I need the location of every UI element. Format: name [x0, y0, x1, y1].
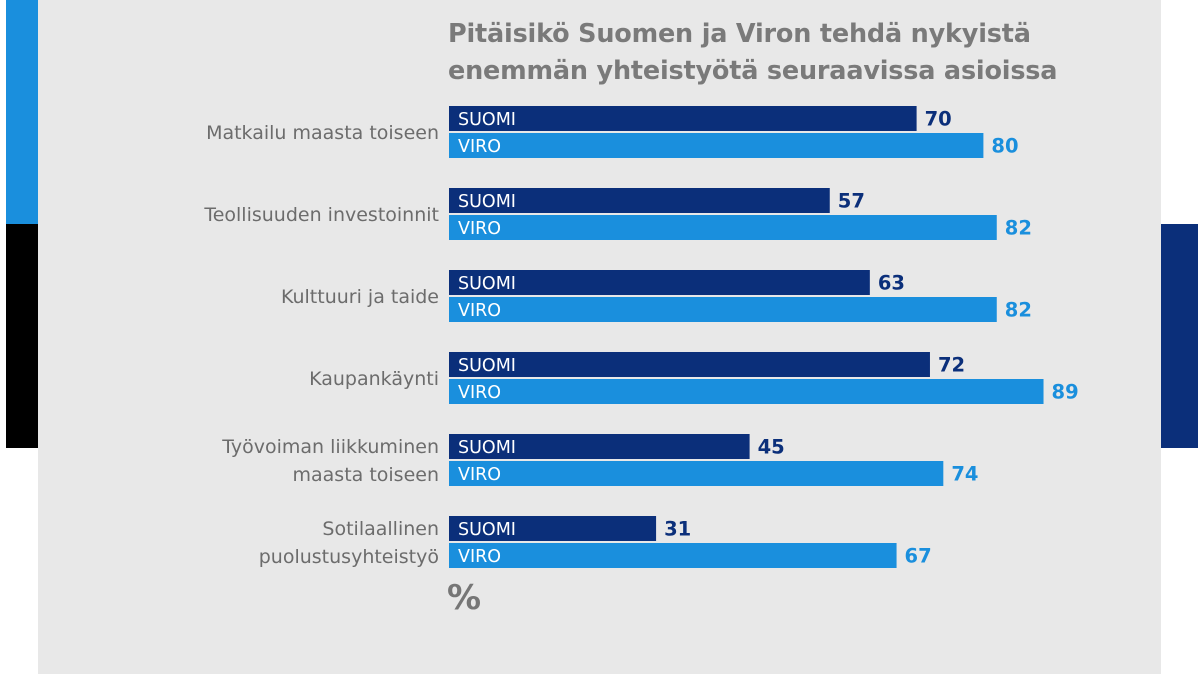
viro-bar	[449, 461, 944, 486]
series-label-in-bar: SUOMI	[458, 520, 516, 540]
left-stripe-black	[6, 224, 38, 448]
series-label-in-bar: SUOMI	[458, 192, 516, 212]
category-label: puolustusyhteistyö	[259, 546, 439, 568]
suomi-bar	[449, 188, 830, 213]
category-label: Teollisuuden investoinnit	[203, 204, 439, 226]
chart-title-line-1: Pitäisikö Suomen ja Viron tehdä nykyistä	[448, 19, 1031, 49]
viro-bar	[449, 543, 897, 568]
viro-value-label: 80	[991, 135, 1018, 158]
viro-value-label: 74	[951, 463, 978, 486]
suomi-value-label: 72	[938, 354, 965, 377]
suomi-value-label: 45	[758, 436, 785, 459]
viro-value-label: 67	[905, 545, 932, 568]
viro-bar	[449, 133, 984, 158]
category-label: maasta toiseen	[293, 464, 440, 486]
suomi-bar	[449, 270, 870, 295]
series-label-in-bar: VIRO	[458, 383, 501, 403]
suomi-value-label: 57	[838, 190, 865, 213]
category-label: Matkailu maasta toiseen	[206, 122, 439, 144]
viro-bar	[449, 297, 997, 322]
unit-label: %	[447, 578, 482, 618]
viro-value-label: 82	[1005, 299, 1032, 322]
category-label: Kaupankäynti	[309, 368, 439, 390]
viro-bar	[449, 379, 1044, 404]
suomi-value-label: 63	[878, 272, 905, 295]
series-label-in-bar: VIRO	[458, 219, 501, 239]
suomi-value-label: 70	[925, 108, 952, 131]
series-label-in-bar: SUOMI	[458, 438, 516, 458]
left-stripe-blue	[6, 0, 38, 224]
suomi-value-label: 31	[664, 518, 691, 541]
right-stripe-navy	[1161, 224, 1198, 448]
category-label: Sotilaallinen	[322, 518, 439, 540]
series-label-in-bar: SUOMI	[458, 110, 516, 130]
series-label-in-bar: VIRO	[458, 137, 501, 157]
suomi-bar	[449, 106, 917, 131]
category-label: Työvoiman liikkuminen	[221, 436, 439, 458]
viro-value-label: 82	[1005, 217, 1032, 240]
suomi-bar	[449, 434, 750, 459]
series-label-in-bar: VIRO	[458, 465, 501, 485]
category-label: Kulttuuri ja taide	[281, 286, 439, 308]
series-label-in-bar: VIRO	[458, 301, 501, 321]
suomi-bar	[449, 516, 657, 541]
series-label-in-bar: SUOMI	[458, 356, 516, 376]
viro-bar	[449, 215, 997, 240]
series-label-in-bar: SUOMI	[458, 274, 516, 294]
chart-title-line-2: enemmän yhteistyötä seuraavissa asioissa	[448, 56, 1058, 86]
series-label-in-bar: VIRO	[458, 547, 501, 567]
suomi-bar	[449, 352, 930, 377]
viro-value-label: 89	[1052, 381, 1079, 404]
chart-title: Pitäisikö Suomen ja Viron tehdä nykyistä…	[448, 16, 1148, 90]
